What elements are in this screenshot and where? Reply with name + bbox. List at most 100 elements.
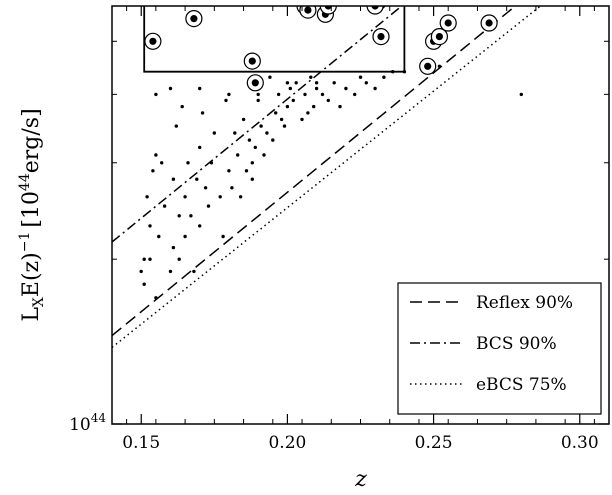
threshold-lines <box>112 6 542 348</box>
small-data-point <box>139 269 143 274</box>
small-data-point <box>285 104 290 109</box>
x-tick-label: 0.25 <box>415 433 453 453</box>
small-data-point <box>230 186 234 190</box>
small-data-point <box>241 117 246 122</box>
small-data-point <box>148 257 152 261</box>
small-data-point <box>306 111 310 115</box>
selection-region <box>143 6 406 73</box>
small-data-point <box>288 86 292 91</box>
small-data-point <box>224 98 228 103</box>
small-data-point <box>303 92 307 97</box>
small-data-point <box>192 269 196 274</box>
selection-region-outline <box>143 6 406 73</box>
small-data-point <box>218 195 222 199</box>
small-data-point <box>227 169 231 173</box>
small-data-point <box>259 124 263 128</box>
small-data-point <box>262 153 266 157</box>
circled-data-point <box>246 74 264 92</box>
small-data-point <box>142 257 146 261</box>
small-data-point <box>162 204 167 208</box>
legend-label: BCS 90% <box>476 334 557 354</box>
small-data-point <box>332 81 336 85</box>
small-data-point <box>358 75 363 79</box>
small-data-point <box>183 234 187 239</box>
small-data-point <box>291 98 295 103</box>
small-data-point <box>209 161 214 165</box>
small-data-point <box>180 104 184 109</box>
small-data-point <box>256 92 260 97</box>
small-data-point <box>285 81 290 85</box>
small-data-point <box>338 104 342 109</box>
small-data-point <box>189 214 193 218</box>
small-data-point <box>174 124 178 128</box>
small-data-point <box>250 161 254 165</box>
plot-area: 0.150.200.250.3010441045 <box>69 0 610 453</box>
circled-data-point <box>185 10 203 28</box>
small-data-point <box>198 224 202 228</box>
small-data-point <box>154 296 158 300</box>
legend-box <box>397 282 602 415</box>
small-data-point <box>326 98 330 103</box>
data-points <box>139 0 523 300</box>
axis-ticks: 0.150.200.250.3010441045 <box>69 6 609 453</box>
small-data-point <box>212 131 216 135</box>
small-data-point <box>250 177 254 181</box>
small-data-point <box>271 138 275 142</box>
small-data-point <box>519 92 523 97</box>
small-data-point <box>312 104 316 109</box>
threshold-line-dotted <box>112 6 542 348</box>
y-axis-title: LXE(z)−1[1044erg/s] <box>17 108 47 321</box>
small-data-point <box>294 81 298 85</box>
small-data-point <box>200 111 205 115</box>
circled-data-point <box>144 32 162 50</box>
small-data-point <box>256 98 260 103</box>
small-data-point <box>177 214 181 218</box>
legend-label: Reflex 90% <box>476 293 573 313</box>
small-data-point <box>437 64 442 69</box>
small-data-point <box>227 92 231 97</box>
circled-data-point <box>198 0 214 2</box>
small-data-point <box>279 117 284 122</box>
small-data-point <box>168 86 173 91</box>
circled-data-point <box>439 14 457 32</box>
small-data-point <box>402 70 407 74</box>
small-data-point <box>186 161 190 165</box>
small-data-point <box>276 92 281 97</box>
x-tick-label: 0.20 <box>268 433 306 453</box>
small-data-point <box>198 145 202 150</box>
circled-data-point <box>372 6 378 7</box>
small-data-point <box>157 234 161 239</box>
circled-data-point <box>299 6 317 19</box>
small-data-point <box>244 169 249 173</box>
small-data-point <box>206 204 211 208</box>
circled-data-point <box>419 57 437 75</box>
small-data-point <box>145 195 149 199</box>
small-data-point <box>221 234 225 239</box>
circled-data-point <box>386 6 393 7</box>
small-data-point <box>320 92 325 97</box>
small-data-point <box>171 177 176 181</box>
circled-data-point <box>366 6 384 15</box>
x-tick-label: 0.30 <box>561 433 599 453</box>
small-data-point <box>268 75 272 79</box>
small-data-point <box>247 138 252 142</box>
threshold-line-dashdot <box>112 6 403 243</box>
small-data-point <box>236 153 240 157</box>
small-data-point <box>344 86 348 91</box>
small-data-point <box>160 161 164 165</box>
small-data-point <box>265 131 269 135</box>
small-data-point <box>382 75 386 79</box>
small-data-point <box>238 195 243 199</box>
small-data-point <box>198 86 202 91</box>
circled-data-point <box>364 0 380 2</box>
small-data-point <box>168 269 173 274</box>
small-data-point <box>183 195 187 199</box>
circled-data-point <box>319 6 337 15</box>
small-data-point <box>274 111 278 115</box>
small-data-point <box>171 245 176 250</box>
legend-label: eBCS 75% <box>476 375 567 395</box>
small-data-point <box>154 153 158 157</box>
small-data-point <box>314 81 319 85</box>
small-data-point <box>314 86 319 91</box>
